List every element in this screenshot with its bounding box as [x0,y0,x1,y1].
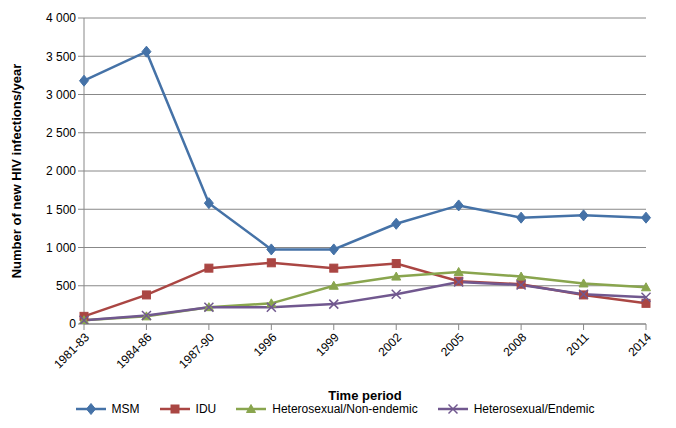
svg-text:1996: 1996 [251,330,280,359]
html-text:Heterosexual/Endemic: Heterosexual/Endemic [473,402,595,416]
svg-text:1987-90: 1987-90 [176,330,217,371]
svg-text:1 500: 1 500 [46,203,76,217]
svg-text:4 000: 4 000 [46,11,76,25]
svg-text:1981-83: 1981-83 [51,330,92,371]
html-text:Heterosexual/Non-endemic: Heterosexual/Non-endemic [272,402,418,416]
svg-text:0: 0 [69,317,76,331]
svg-text:2005: 2005 [438,330,467,359]
svg-text:2002: 2002 [376,330,405,359]
svg-text:1 000: 1 000 [46,241,76,255]
svg-text:2008: 2008 [500,330,529,359]
svg-text:Number of new HIV infections/y: Number of new HIV infections/year [9,64,24,279]
svg-text:500: 500 [56,279,76,293]
svg-text:2 500: 2 500 [46,126,76,140]
svg-text:1999: 1999 [313,330,342,359]
svg-text:2011: 2011 [564,330,592,358]
html-text:MSM: MSM [111,402,140,416]
svg-text:2 000: 2 000 [46,164,76,178]
svg-text:1984-86: 1984-86 [114,330,155,371]
svg-text:3 000: 3 000 [46,88,76,102]
html-text:IDU: IDU [195,402,217,416]
svg-text:2014: 2014 [625,330,654,359]
svg-text:3 500: 3 500 [46,50,76,64]
svg-text:Time period: Time period [328,388,402,403]
